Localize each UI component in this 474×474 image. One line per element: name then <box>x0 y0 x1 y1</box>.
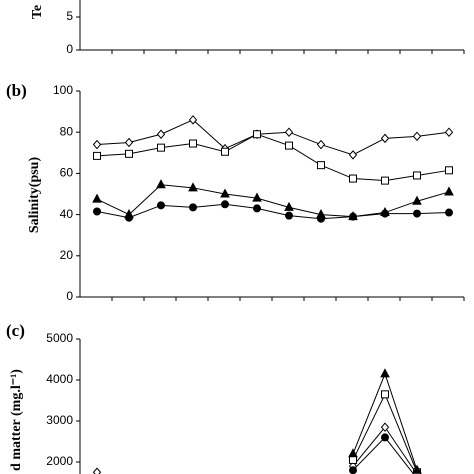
y-tick-label: 3000 <box>46 413 73 427</box>
marker <box>381 209 389 218</box>
panel-label: (c) <box>6 321 25 340</box>
marker <box>412 464 422 474</box>
marker <box>412 131 422 142</box>
marker <box>349 174 357 183</box>
marker <box>92 193 102 203</box>
marker <box>284 127 294 137</box>
marker <box>253 204 261 213</box>
y-tick-label: 5000 <box>46 331 73 345</box>
marker <box>188 182 198 192</box>
marker <box>221 200 229 209</box>
marker <box>412 195 422 205</box>
marker <box>444 186 454 196</box>
y-tick-label: 20 <box>60 248 74 262</box>
y-tick-label: 4000 <box>46 372 73 386</box>
y-tick-label: 100 <box>53 83 73 97</box>
y-axis-label: Salinity(psu) <box>27 157 42 234</box>
marker <box>381 390 389 399</box>
marker <box>252 192 262 202</box>
marker <box>284 201 294 211</box>
series-line <box>352 372 418 471</box>
marker <box>156 179 166 189</box>
series-line <box>96 119 450 156</box>
marker <box>380 133 390 144</box>
marker <box>92 139 102 150</box>
marker <box>253 130 261 139</box>
y-tick-label: 40 <box>60 207 74 221</box>
marker <box>381 176 389 185</box>
marker <box>348 448 358 458</box>
marker <box>348 150 358 160</box>
marker <box>221 147 229 156</box>
marker <box>349 455 357 464</box>
marker <box>445 208 453 217</box>
marker <box>124 137 134 148</box>
y-tick-label: 5 <box>66 9 73 23</box>
marker <box>285 211 293 220</box>
marker <box>189 139 197 148</box>
marker <box>349 466 357 474</box>
marker <box>220 188 230 198</box>
marker <box>93 207 101 216</box>
marker <box>381 433 389 442</box>
y-tick-label: 60 <box>60 166 74 180</box>
marker <box>156 129 166 140</box>
marker <box>445 166 453 175</box>
y-axis-label: Te <box>30 5 45 19</box>
marker <box>157 201 165 210</box>
marker <box>349 212 357 221</box>
y-tick-label: 0 <box>66 42 73 56</box>
panel-label: (b) <box>6 81 27 100</box>
marker <box>157 143 165 152</box>
series-line <box>352 436 415 474</box>
series-line <box>96 203 450 220</box>
y-tick-label: 0 <box>66 289 73 303</box>
y-tick-label: 80 <box>60 124 74 138</box>
marker <box>125 149 133 158</box>
series-line <box>96 133 450 182</box>
marker <box>380 422 390 432</box>
marker <box>316 139 326 150</box>
marker <box>413 171 421 180</box>
marker <box>125 213 133 222</box>
marker <box>92 467 102 474</box>
marker <box>413 209 421 218</box>
marker <box>380 368 390 378</box>
y-tick-label: 2000 <box>46 454 73 468</box>
marker <box>189 203 197 212</box>
marker <box>285 141 293 150</box>
marker <box>317 214 325 223</box>
series-line <box>96 184 450 218</box>
marker <box>93 151 101 160</box>
y-axis-label: d matter (mg.l⁻¹) <box>9 369 24 471</box>
marker <box>444 127 454 137</box>
marker <box>317 161 325 170</box>
marker <box>188 115 198 125</box>
